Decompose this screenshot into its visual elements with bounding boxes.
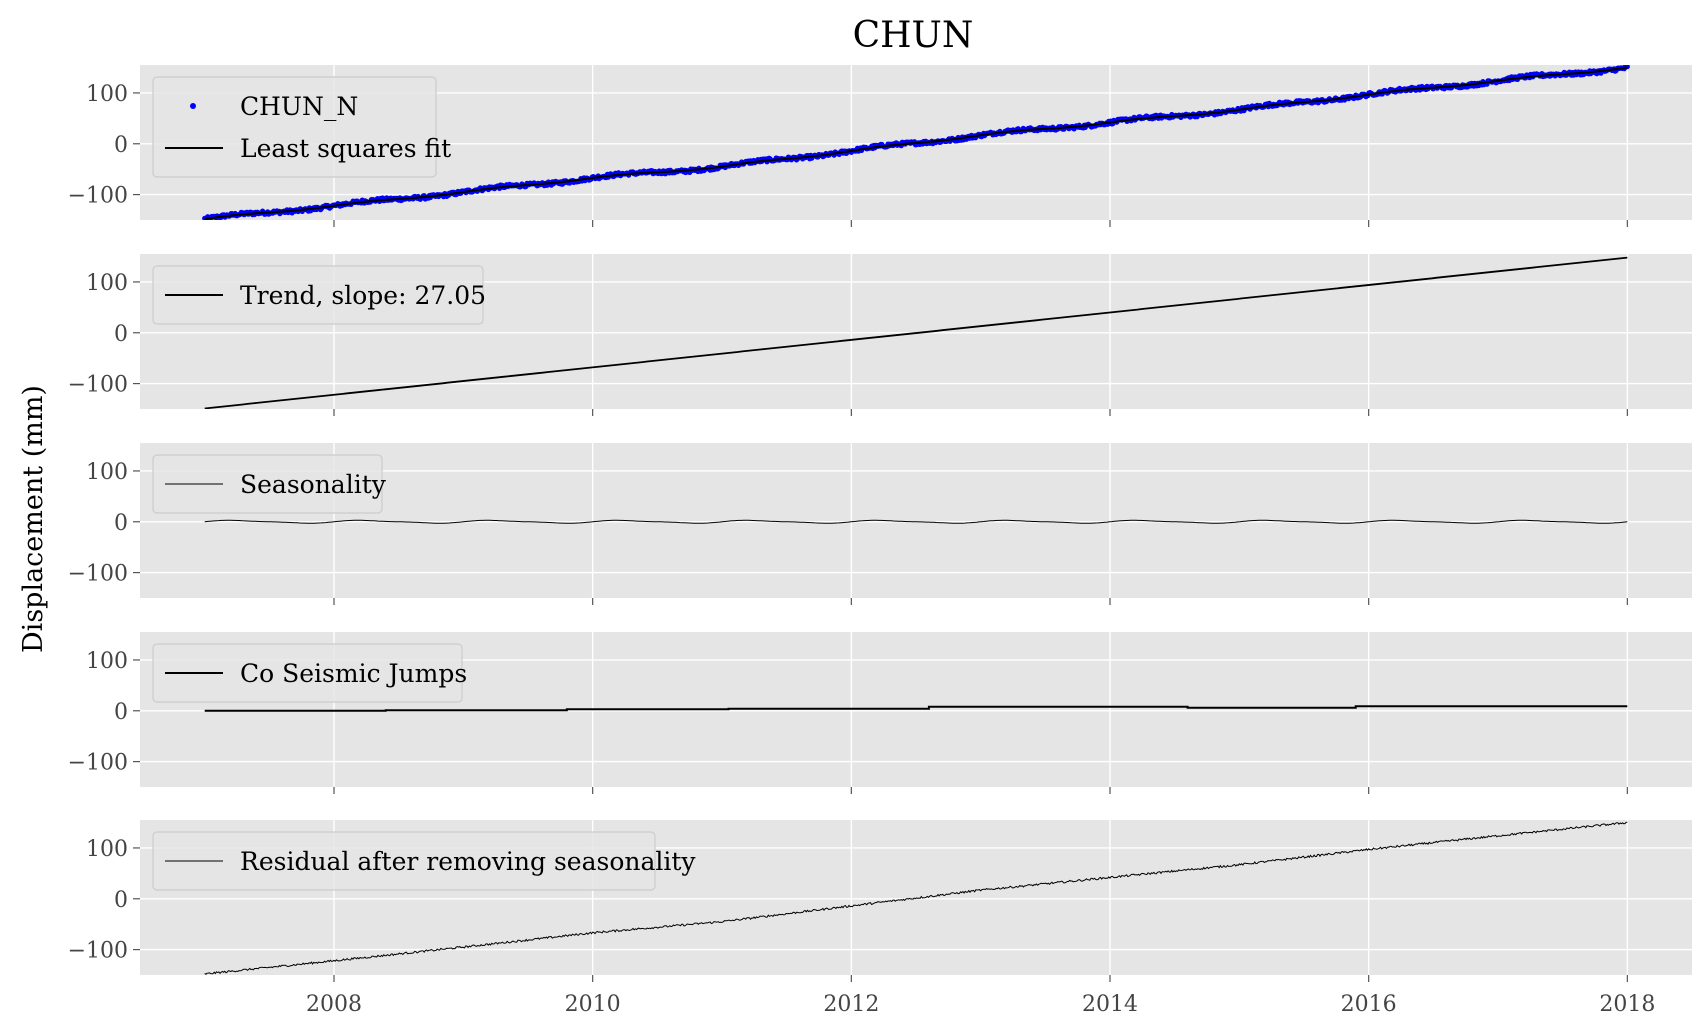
series-line-jumps — [204, 705, 1628, 712]
legend-label: CHUN_N — [240, 92, 358, 121]
legend: Seasonality — [152, 454, 387, 514]
series-group — [204, 256, 1628, 409]
y-tick-label: −100 — [68, 184, 128, 209]
x-tick-label: 2016 — [1341, 992, 1397, 1017]
panels: −100 0 100 CHUN_N Least squares fit −100 0 100 T… — [68, 65, 1692, 1017]
x-tick-label: 2008 — [306, 992, 362, 1017]
x-tick-label: 2018 — [1599, 992, 1655, 1017]
y-tick-label: 100 — [86, 837, 128, 862]
y-tick-label: 0 — [114, 322, 128, 347]
series-group — [204, 705, 1628, 712]
legend-label: Trend, slope: 27.05 — [240, 281, 486, 310]
panel-5: −100 0 100 2008 2010 2012 2014 2016 2018 Residual… — [68, 820, 1692, 1017]
legend-label: Least squares fit — [240, 134, 451, 163]
panel-4: −100 0 100 Co Seismic Jumps — [68, 632, 1692, 794]
legend-box — [152, 454, 383, 514]
y-tick-label: −100 — [68, 562, 128, 587]
y-tick-label: 0 — [114, 700, 128, 725]
y-tick-label: 100 — [86, 82, 128, 107]
series-group — [202, 65, 1630, 220]
series-group — [204, 821, 1628, 975]
y-tick-label: 100 — [86, 460, 128, 485]
y-tick-label: −100 — [68, 939, 128, 964]
legend: Co Seismic Jumps — [152, 643, 467, 703]
x-tick-label: 2010 — [565, 992, 621, 1017]
legend-label: Residual after removing seasonality — [240, 847, 696, 876]
panel-2: −100 0 100 Trend, slope: 27.05 — [68, 254, 1692, 416]
y-tick-label: 0 — [114, 511, 128, 536]
y-tick-label: 100 — [86, 649, 128, 674]
chart-title: CHUN — [853, 15, 974, 56]
panel-3: −100 0 100 Seasonality — [68, 443, 1692, 605]
y-tick-label: 100 — [86, 271, 128, 296]
panel-1: −100 0 100 CHUN_N Least squares fit — [68, 65, 1692, 227]
series-line — [204, 256, 1628, 409]
series-line-seasonality — [204, 519, 1628, 524]
legend-box — [152, 76, 437, 178]
x-tick-label: 2014 — [1082, 992, 1138, 1017]
y-tick-label: −100 — [68, 373, 128, 398]
y-tick-label: 0 — [114, 133, 128, 158]
legend-marker — [190, 103, 196, 109]
series-group — [204, 519, 1628, 524]
legend-box — [152, 643, 463, 703]
legend-label: Co Seismic Jumps — [240, 659, 467, 688]
y-axis-label: Displacement (mm) — [18, 385, 49, 653]
legend-box — [152, 831, 656, 891]
legend: CHUN_N Least squares fit — [152, 76, 451, 178]
y-tick-label: −100 — [68, 751, 128, 776]
legend-label: Seasonality — [240, 470, 387, 499]
legend: Trend, slope: 27.05 — [152, 265, 486, 325]
legend: Residual after removing seasonality — [152, 831, 696, 891]
y-tick-label: 0 — [114, 888, 128, 913]
series-line-residual — [204, 821, 1628, 975]
x-tick-label: 2012 — [823, 992, 879, 1017]
series-line — [204, 66, 1628, 220]
legend-box — [152, 265, 484, 325]
